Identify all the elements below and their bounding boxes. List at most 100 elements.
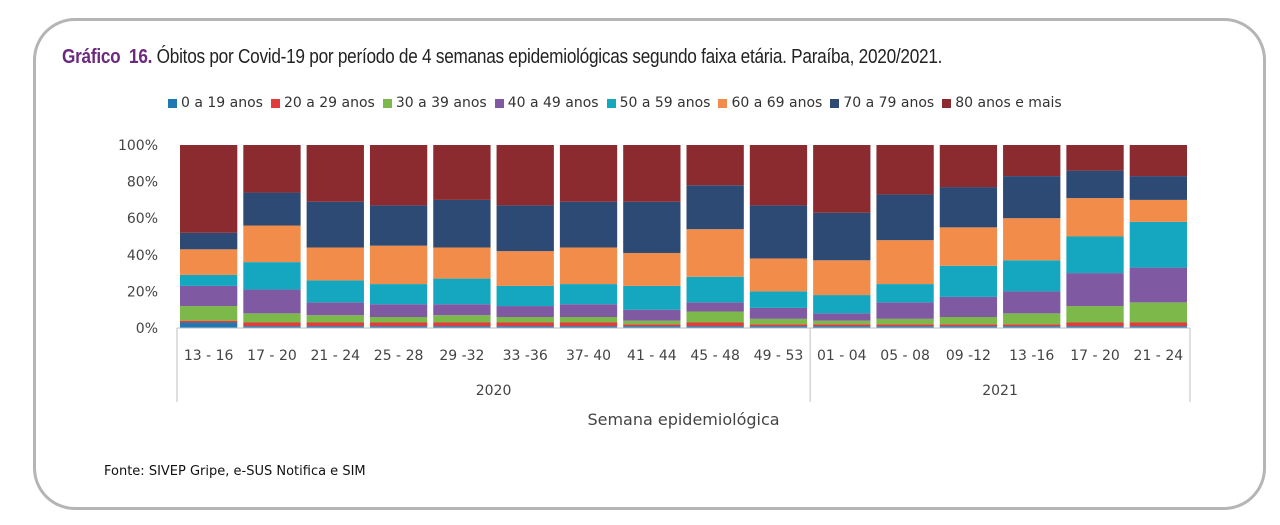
bar-segment [813,324,871,327]
bar-segment [496,306,554,318]
bar-segment [180,322,238,328]
legend-item: 60 a 69 anos [718,95,822,111]
bar-segment [559,247,618,285]
legend-swatch [270,98,280,108]
bar-segment [686,185,744,230]
bar-segment [1066,306,1124,323]
bar-segment [496,322,554,327]
bar-segment [1003,176,1061,219]
legend-swatch [606,98,616,108]
bar-segment [243,313,301,323]
bar-segment [1129,145,1187,177]
bar-segment [939,145,998,188]
bar-segment [180,274,238,286]
bar-segment [1129,199,1187,222]
bar-segment [1129,326,1187,328]
x-tick-label: 05 - 08 [880,348,930,364]
x-tick-label: 13 - 16 [184,348,234,364]
bar-segment [1129,322,1187,327]
bar-segment [749,205,808,259]
bar-segment [623,309,681,321]
bar-segment [623,201,681,253]
x-tick-label: 21 - 24 [1134,348,1184,364]
bar-segment [306,247,364,281]
bar-segment [876,318,934,325]
bar-segment [1003,291,1061,314]
legend-item: 70 a 79 anos [830,95,934,111]
bar-segment [1066,170,1124,199]
bar-segment [369,317,428,323]
bar-segment [813,212,871,261]
bar-segment [1129,267,1187,303]
bar-segment [813,295,871,314]
x-tick-label: 37- 40 [566,348,611,364]
bar-segment [876,324,934,327]
y-tick-label: 40% [127,248,158,264]
bar-segment [1003,326,1061,328]
bar-segment [1066,322,1124,327]
bar-segment [369,322,428,327]
x-tick-label: 41 - 44 [627,348,677,364]
bar-segment [369,245,428,285]
bar-segment [433,145,491,200]
legend-swatch [830,98,840,108]
bar-segment [369,304,428,318]
bar-segment [1003,313,1061,325]
bar-segment [749,258,808,292]
legend-label: 70 a 79 anos [843,95,935,111]
legend-label: 30 a 39 anos [395,95,487,111]
bar-segment [686,326,744,328]
bar-segment [686,311,744,323]
bar-segment [939,227,998,266]
bar-segment [1066,198,1124,237]
x-tick-label: 01 - 04 [817,348,867,364]
bar-segment [623,145,681,202]
legend-label: 50 a 59 anos [619,95,711,111]
bar-segment [180,249,238,275]
bar-segment [559,322,618,327]
bar-segment [433,247,491,279]
bar-segment [243,326,301,328]
bar-segment [813,145,871,213]
legend-item: 0 a 19 anos [168,95,263,111]
bar-segment [623,285,681,310]
bar-segment [1003,218,1061,261]
bar-segment [369,284,428,305]
group-label: 2021 [982,383,1018,399]
bar-segment [433,326,491,328]
bar-segment [1129,221,1187,268]
bar-segment [686,145,744,186]
bar-segment [496,317,554,323]
bar-segment [180,320,238,323]
legend-swatch [168,98,177,108]
bar-segment [1066,236,1124,274]
bar-segment [559,284,618,305]
bar-segment [623,320,681,325]
y-tick-label: 20% [127,284,158,300]
bar-segment [496,145,554,206]
bar-segment [496,326,554,328]
x-tick-label: 17 - 20 [1070,348,1120,364]
bar-segment [686,322,744,327]
bar-segment [433,315,491,323]
bar-segment [306,302,364,316]
bar-segment [369,145,428,206]
chart-legend: 0 a 19 anos 20 a 29 anos 30 a 39 anos 40 a … [168,95,1070,111]
bar-segment [306,326,364,328]
x-tick-label: 17 - 20 [247,348,297,364]
legend-item: 30 a 39 anos [382,95,487,111]
bar-segment [1003,260,1061,292]
bar-segment [876,302,934,319]
bar-segment [1003,324,1061,327]
y-tick-label: 0% [136,321,158,337]
legend-item: 80 anos e mais [942,95,1062,111]
bar-segment [306,145,364,202]
legend-item: 50 a 59 anos [606,95,711,111]
y-tick-label: 100% [118,138,158,154]
bar-segment [749,326,808,328]
x-axis-title: Semana epidemiológica [587,410,779,429]
bar-segment [686,302,744,312]
bar-segment [1129,302,1187,323]
legend-item: 20 a 29 anos [270,95,375,111]
